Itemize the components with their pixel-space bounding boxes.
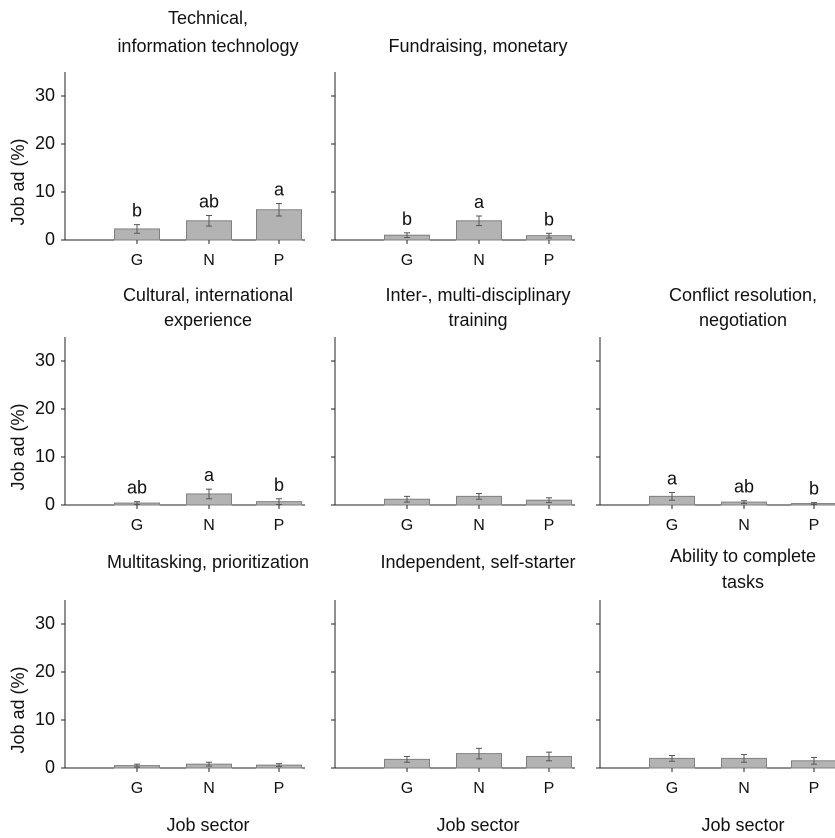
y-tick-label: 20 [35,398,55,418]
y-tick-label: 0 [45,494,55,514]
significance-letter: b [132,201,142,221]
x-tick-label: G [666,780,678,797]
x-tick-label: N [473,252,485,269]
significance-letter: b [544,209,554,229]
panel-title-line: Cultural, international [123,285,293,305]
x-tick-label: G [131,780,143,797]
x-tick-label: G [666,517,678,534]
x-tick-label: G [401,517,413,534]
x-tick-label: P [544,517,555,534]
y-tick-label: 30 [35,613,55,633]
panel-title-line: training [448,310,507,330]
x-tick-label: N [473,780,485,797]
y-tick-label: 20 [35,133,55,153]
panel-title-line: Fundraising, monetary [388,36,567,56]
panel-6: Multitasking, prioritization 0 10 20 30 Job a… [8,552,309,835]
x-tick-label: N [203,252,215,269]
panel-4: Inter-, multi-disciplinary training G N P [331,285,575,534]
x-axis-label: Job sector [436,815,519,835]
panel-title-line: Independent, self-starter [380,552,575,572]
x-tick-label: P [274,517,285,534]
panel-7: Independent, self-starter G N P Job sector [331,552,576,835]
y-tick-label: 0 [45,229,55,249]
x-tick-label: P [274,780,285,797]
y-tick-label: 30 [35,85,55,105]
y-axis-label: Job ad (%) [8,666,28,753]
x-axis-label: Job sector [701,815,784,835]
panel-title-line: Multitasking, prioritization [107,552,309,572]
panel-title-line: Conflict resolution, [669,285,817,305]
significance-letter: a [274,180,285,200]
y-tick-label: 0 [45,757,55,777]
panel-8: Ability to complete tasks G N P Job sector [596,546,835,835]
panel-3: Cultural, international experience 0 10 20 30… [8,285,305,534]
significance-letter: a [474,192,485,212]
x-tick-label: P [544,252,555,269]
y-tick-label: 30 [35,350,55,370]
significance-letter: ab [199,192,219,212]
x-tick-label: G [131,517,143,534]
x-tick-label: P [809,780,820,797]
x-tick-label: N [203,780,215,797]
x-tick-label: P [544,780,555,797]
x-tick-label: P [809,517,820,534]
significance-letter: b [402,209,412,229]
panel-title-line: experience [164,310,252,330]
x-tick-label: N [738,780,750,797]
significance-letter: a [204,465,215,485]
panel-title-line: Ability to complete [670,546,816,566]
panel-title-line: information technology [117,36,298,56]
panel-title-line: tasks [722,572,764,592]
significance-letter: ab [127,478,147,498]
panel-1: Technical, information technology 0 10 20 30 J… [8,8,305,269]
y-tick-label: 10 [35,181,55,201]
y-axis-label: Job ad (%) [8,403,28,490]
x-tick-label: N [738,517,750,534]
x-tick-label: N [473,517,485,534]
panel-title-line: Inter-, multi-disciplinary [385,285,570,305]
x-tick-label: G [401,252,413,269]
panel-title-line: Technical, [168,8,248,28]
panel-5: Conflict resolution, negotiation a Gab Nb P [596,285,835,534]
x-tick-label: G [131,252,143,269]
y-tick-label: 10 [35,446,55,466]
y-tick-label: 10 [35,709,55,729]
y-tick-label: 20 [35,661,55,681]
x-axis-label: Job sector [166,815,249,835]
significance-letter: b [809,479,819,499]
x-tick-label: N [203,517,215,534]
significance-letter: ab [734,477,754,497]
panel-2: Fundraising, monetary b Ga Nb P [331,36,575,269]
significance-letter: b [274,475,284,495]
panel-title-line: negotiation [699,310,787,330]
x-tick-label: P [274,252,285,269]
significance-letter: a [667,469,678,489]
y-axis-label: Job ad (%) [8,138,28,225]
x-tick-label: G [401,780,413,797]
